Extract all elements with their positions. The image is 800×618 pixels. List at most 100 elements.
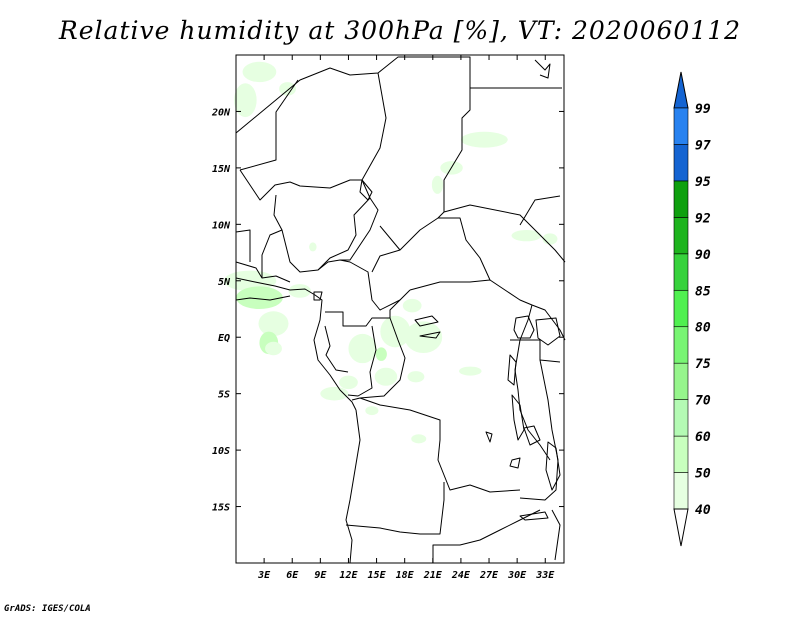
map-frame <box>235 54 565 564</box>
border-line <box>379 217 491 281</box>
humidity-patch <box>348 333 377 364</box>
colorbar-swatch <box>673 217 689 255</box>
humidity-patch <box>407 371 425 383</box>
humidity-patch <box>339 375 358 390</box>
border-line <box>519 359 559 501</box>
humidity-patch <box>402 298 422 313</box>
humidity-patch <box>511 229 542 242</box>
lon-tick-label: 12E <box>339 570 358 581</box>
lon-tick-label: 18E <box>396 570 415 581</box>
lat-tick-label: 10N <box>212 220 231 231</box>
lake-outline <box>545 441 561 491</box>
border-line <box>347 325 377 397</box>
colorbar-label: 60 <box>695 430 711 445</box>
border-line <box>371 249 401 273</box>
humidity-patch <box>288 284 311 298</box>
colorbar-swatch <box>673 144 689 182</box>
humidity-patch <box>309 242 317 252</box>
lon-tick-label: 21E <box>423 570 443 581</box>
colorbar: 40 50 60 70 75 80 85 90 92 95 97 99 <box>673 71 711 547</box>
lon-tick-label: 15E <box>368 570 387 581</box>
colorbar-swatch <box>673 472 689 510</box>
border-line <box>324 325 349 373</box>
colorbar-label: 95 <box>695 175 711 190</box>
border-line <box>534 59 551 79</box>
humidity-patch <box>460 131 508 148</box>
colorbar-label: 99 <box>695 102 711 117</box>
lat-tick-label: EQ <box>218 333 230 344</box>
border-line <box>235 261 291 283</box>
lake-outline <box>511 394 525 441</box>
lon-tick-label: 6E <box>286 570 299 581</box>
lat-tick-label: 15S <box>212 503 230 514</box>
lake-outline <box>523 425 541 446</box>
colorbar-label: 90 <box>695 248 711 263</box>
lake-outline <box>419 331 441 339</box>
border-line <box>345 482 445 535</box>
border-line <box>409 279 533 306</box>
border-line <box>443 204 566 263</box>
humidity-patches <box>223 61 558 444</box>
border-line <box>281 197 371 273</box>
lat-tick-label: 5N <box>218 277 231 288</box>
humidity-patch <box>235 286 283 310</box>
colorbar-label: 70 <box>695 394 711 409</box>
lon-tick-label: 33E <box>535 570 555 581</box>
colorbar-label: 80 <box>695 321 711 336</box>
lon-axis: 3E 6E 9E 12E 15E 18E 21E 24E 27E 30E 33E <box>257 55 555 581</box>
map-title: Relative humidity at 300hPa [%], VT: 202… <box>58 16 742 45</box>
lake-outline <box>485 431 493 443</box>
humidity-patch <box>404 321 443 354</box>
humidity-patch <box>375 347 387 361</box>
lat-tick-label: 15N <box>212 164 231 175</box>
colorbar-label: 75 <box>695 357 711 372</box>
humidity-patch <box>431 175 444 194</box>
lat-tick-label: 5S <box>218 390 230 401</box>
country-borders <box>235 56 566 564</box>
lake-outline <box>509 457 521 469</box>
lat-tick-label: 20N <box>211 107 231 118</box>
border-line <box>510 339 561 363</box>
colorbar-swatch <box>673 289 689 328</box>
humidity-patch <box>265 341 282 356</box>
colorbar-swatch <box>673 399 689 437</box>
border-line <box>317 259 401 311</box>
colorbar-swatch <box>673 107 689 145</box>
lon-tick-label: 3E <box>257 570 271 581</box>
coastline <box>235 295 291 301</box>
lake-outline <box>313 291 323 301</box>
colorbar-swatch <box>673 180 689 218</box>
humidity-patch <box>242 61 277 83</box>
humidity-patch <box>279 82 296 96</box>
humidity-patch <box>459 366 482 376</box>
colorbar-high-arrow <box>673 71 689 109</box>
border-line <box>359 397 521 493</box>
colorbar-swatch <box>673 326 689 364</box>
lat-axis: 20N 15N 10N 5N EQ 5S 10S 15S <box>211 107 564 514</box>
lake-outline <box>359 179 373 201</box>
colorbar-swatch <box>673 253 689 291</box>
colorbar-swatch <box>673 435 689 473</box>
colorbar-label: 40 <box>695 503 711 518</box>
border-line <box>531 304 566 341</box>
colorbar-label: 92 <box>695 211 711 226</box>
border-line <box>325 289 411 327</box>
lon-tick-label: 24E <box>451 570 471 581</box>
border-line <box>519 195 561 226</box>
humidity-patch <box>234 83 257 118</box>
colorbar-low-arrow <box>673 508 689 547</box>
credit-label: GrADS: IGES/COLA <box>4 604 91 614</box>
humidity-patch <box>320 386 349 401</box>
border-line <box>345 409 361 564</box>
lon-tick-label: 9E <box>314 570 327 581</box>
border-line <box>340 72 387 261</box>
border-line <box>235 56 471 219</box>
border-line <box>239 169 362 201</box>
border-line <box>432 509 541 563</box>
border-line <box>235 229 251 262</box>
lake-outline <box>535 317 561 346</box>
humidity-patch <box>411 434 427 444</box>
humidity-patch <box>374 367 398 386</box>
lat-tick-label: 10S <box>212 446 230 457</box>
